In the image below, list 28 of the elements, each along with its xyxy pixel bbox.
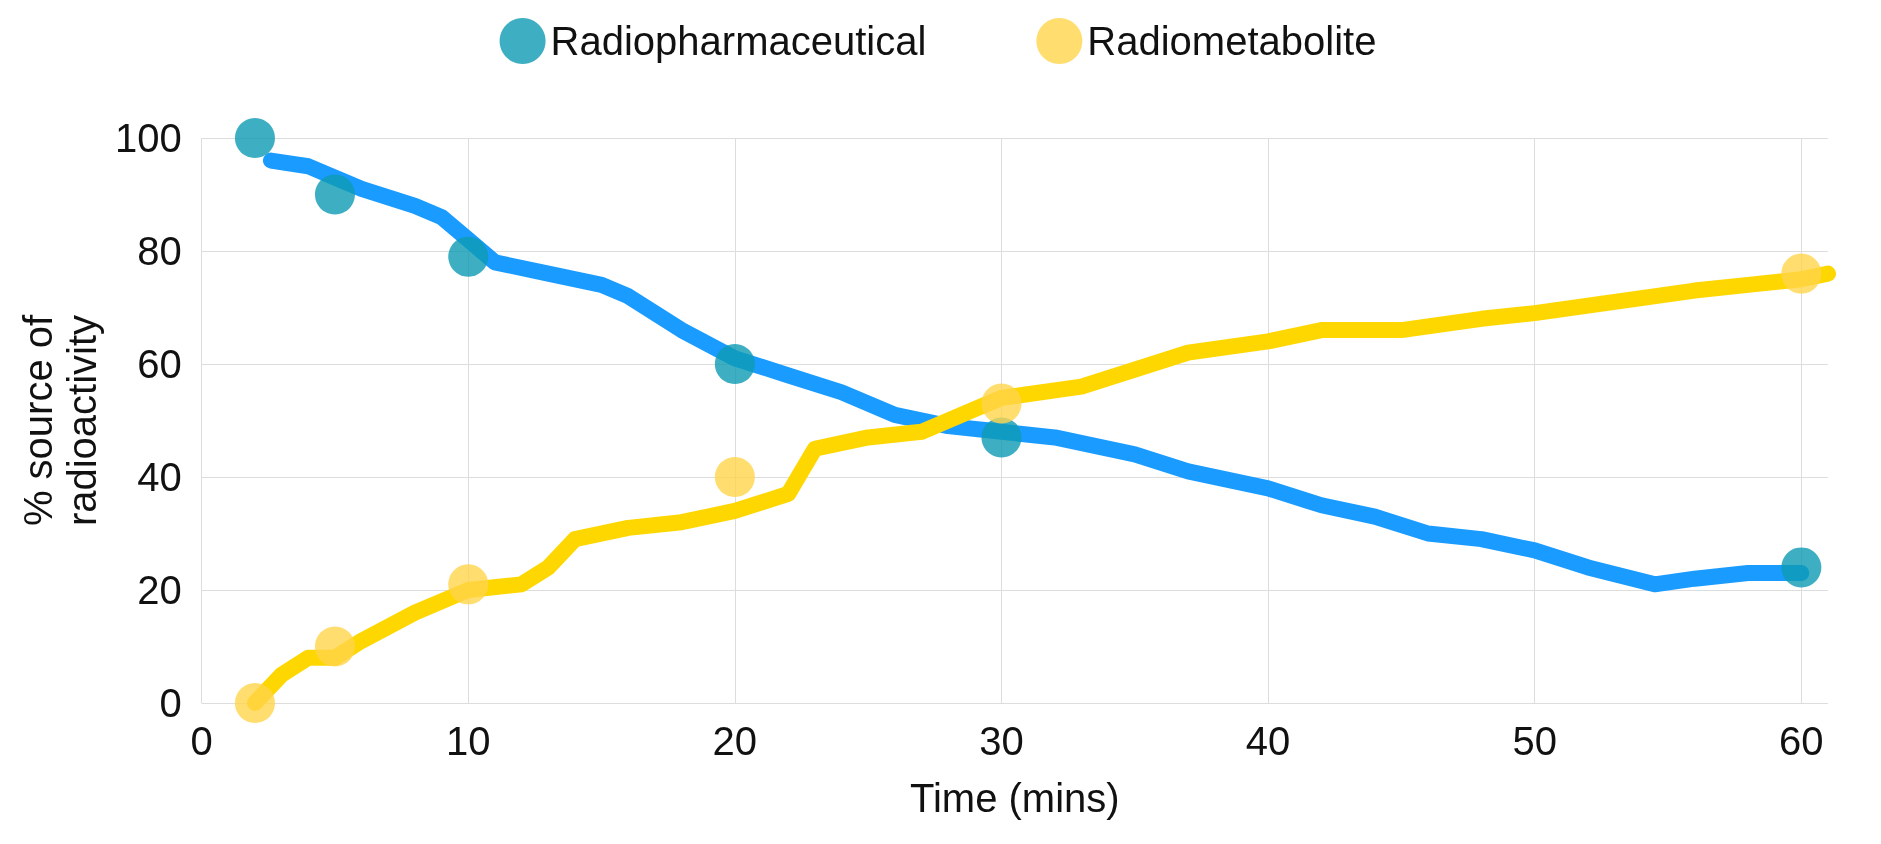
x-tick-label: 60 [1779, 719, 1824, 763]
x-tick-label: 30 [979, 719, 1024, 763]
y-tick-label: 80 [137, 229, 182, 273]
point [448, 564, 489, 605]
y-axis-title: % source of radioactivity [16, 314, 104, 527]
point [714, 457, 755, 497]
x-tick-label: 20 [712, 719, 758, 763]
point [1781, 253, 1822, 294]
point [314, 174, 355, 215]
point [235, 683, 275, 723]
point [1781, 547, 1822, 588]
legend-label: Radiometabolite [1087, 19, 1377, 63]
y-tick-label: 40 [137, 455, 182, 499]
y-tick-label: 0 [159, 681, 182, 725]
x-tick-label: 40 [1245, 719, 1291, 763]
x-tick-label: 0 [190, 719, 213, 763]
x-tick-label: 50 [1512, 719, 1557, 763]
y-tick-label: 100 [114, 116, 182, 160]
point [448, 236, 489, 277]
x-tick-label: 10 [446, 719, 491, 763]
legend-label: Radiopharmaceutical [550, 19, 927, 63]
point [981, 383, 1022, 424]
y-tick-label: 60 [137, 342, 182, 386]
point [714, 344, 755, 384]
y-tick-label: 20 [137, 568, 182, 612]
point [314, 626, 355, 667]
point [235, 118, 275, 158]
x-axis-title: Time (mins) [910, 776, 1120, 820]
